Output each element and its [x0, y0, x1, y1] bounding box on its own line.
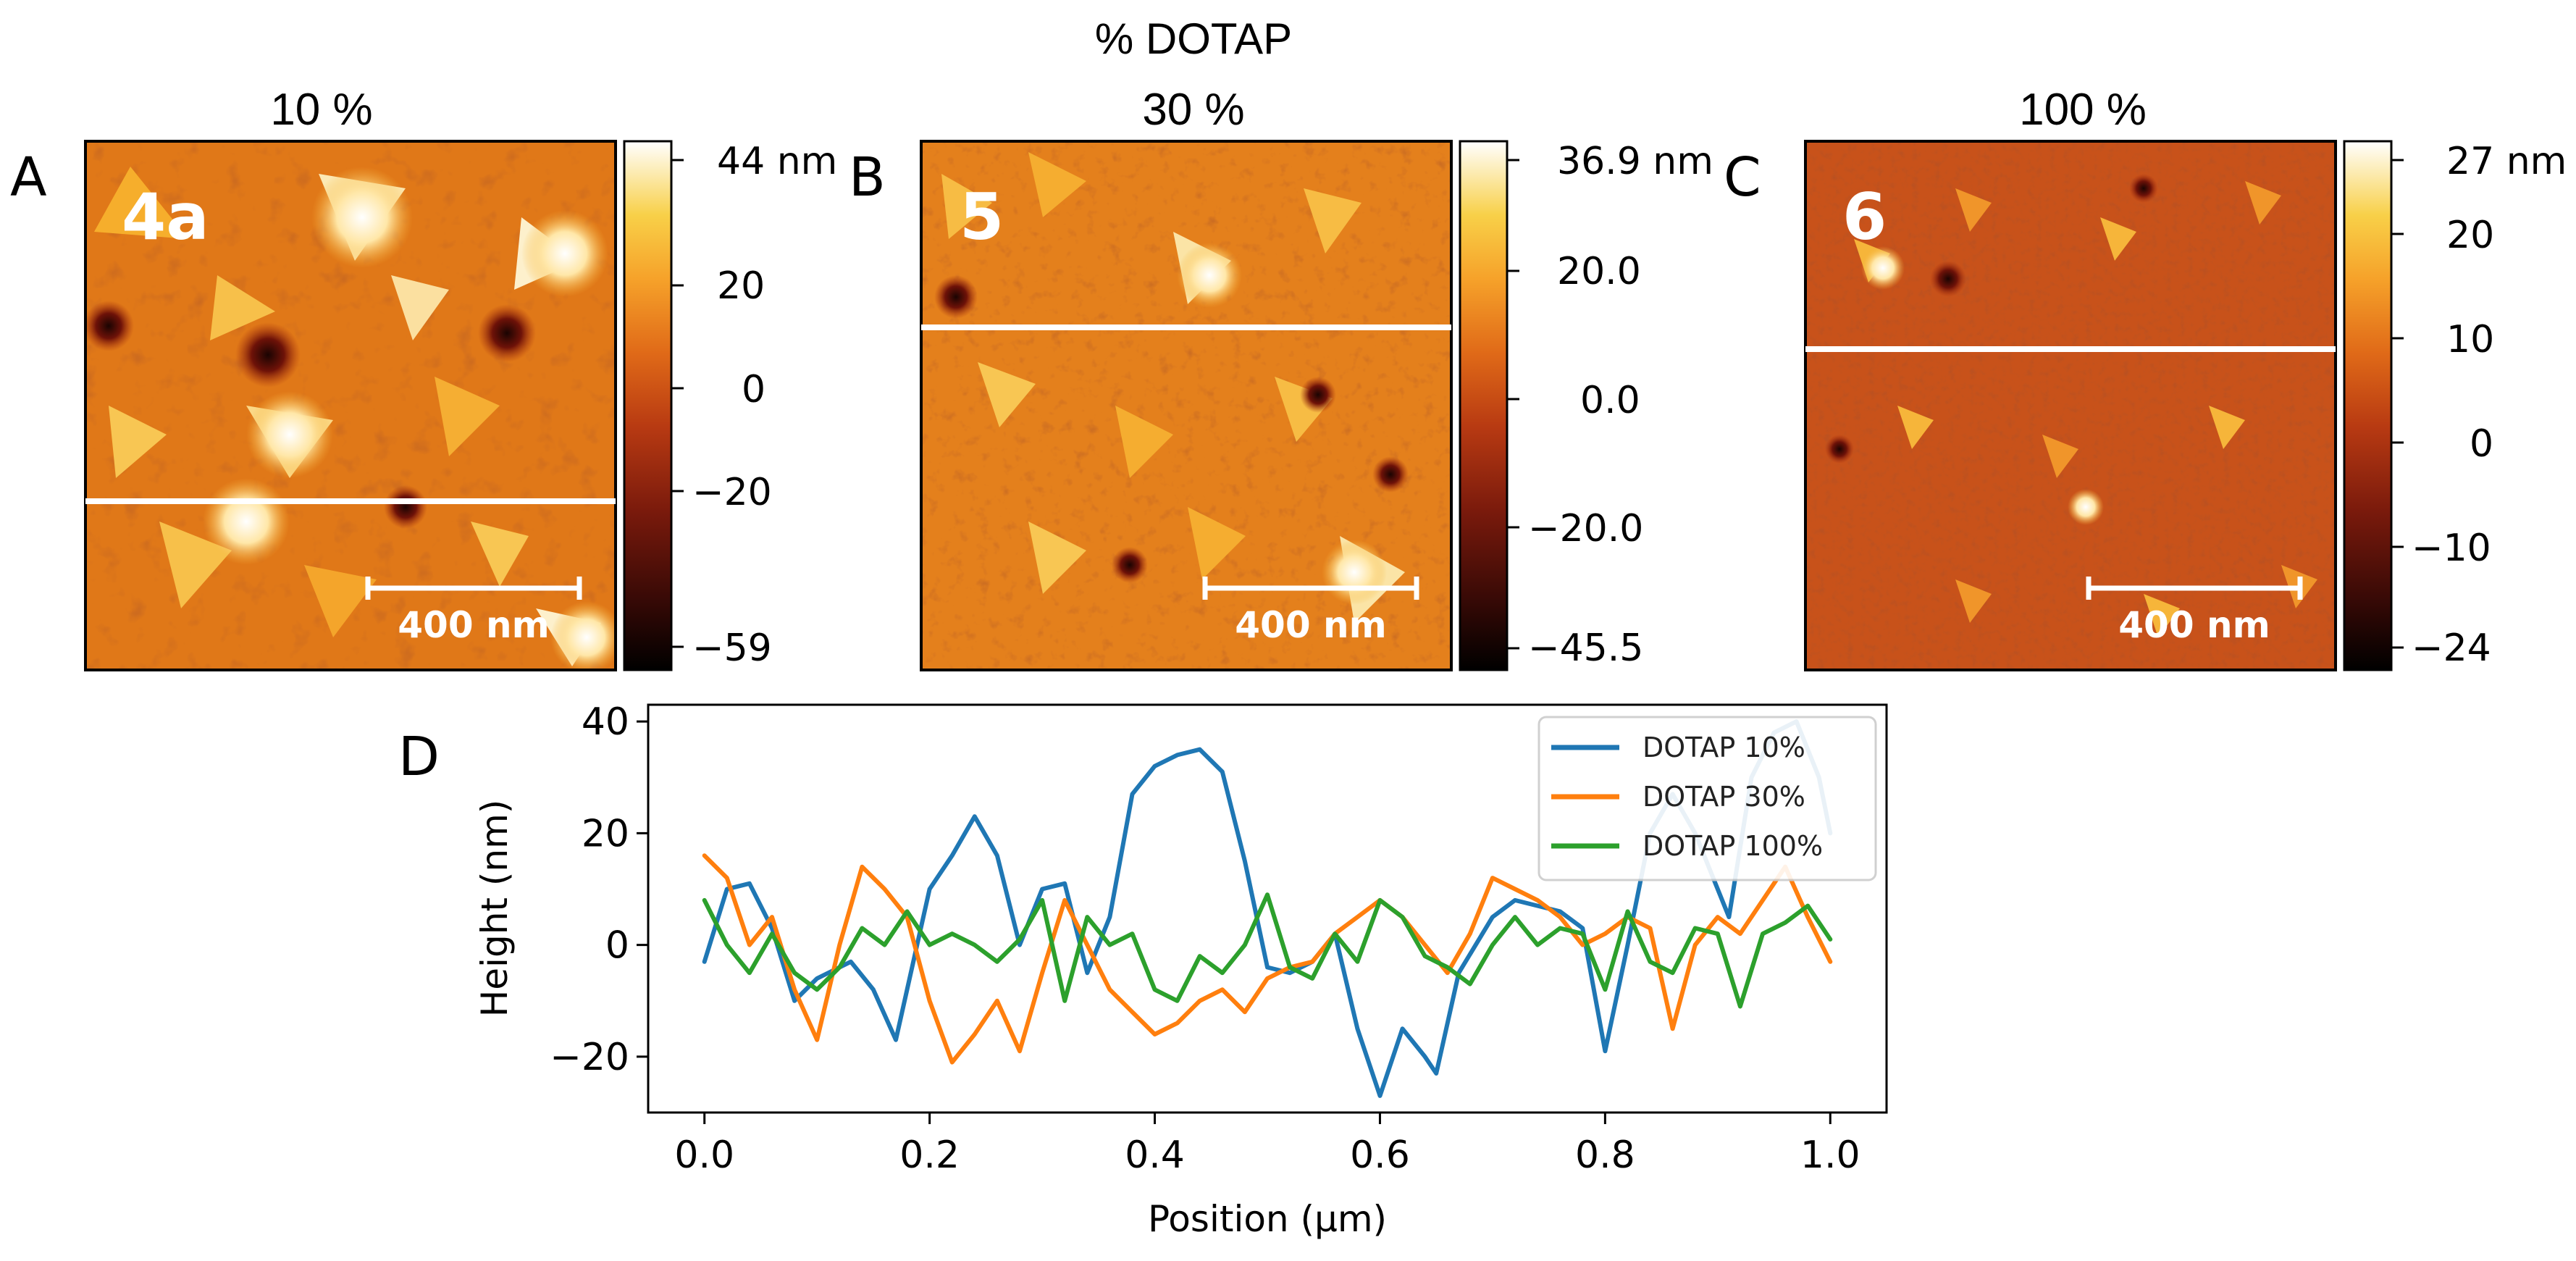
scale-bar-a: 400 nm: [365, 577, 582, 646]
afm-panel-b: B 30 % 5: [849, 85, 1713, 671]
x-tick-label: 0.0: [674, 1134, 734, 1177]
legend-label: DOTAP 30%: [1642, 781, 1805, 813]
plot-area: [647, 703, 1888, 1114]
legend-label: DOTAP 100%: [1642, 830, 1823, 862]
panel-title-b: 30 %: [1142, 85, 1244, 135]
scale-bar-b: 400 nm: [1202, 577, 1419, 646]
y-axis-label: Height (nm): [474, 800, 516, 1018]
afm-triangle-features-c: [1854, 181, 2317, 637]
y-tick-label: −20: [550, 1036, 629, 1079]
sample-label-c: 6: [1842, 180, 1887, 254]
colorbar-tick-c-5: −24: [2412, 627, 2491, 670]
scale-bar-label-b: 400 nm: [1235, 604, 1386, 646]
scale-bar-c: 400 nm: [2086, 577, 2303, 646]
colorbar-c: 27 nm 20 10 0 −10 −24: [2343, 140, 2567, 671]
afm-image-b: [921, 141, 1451, 670]
x-tick-label: 0.8: [1575, 1134, 1635, 1177]
colorbar-tick-b-3: −20.0: [1528, 507, 1643, 550]
colorbar-b: 36.9 nm 20.0 0.0 −20.0 −45.5: [1459, 140, 1713, 671]
x-tick-label: 0.4: [1125, 1134, 1185, 1177]
y-tick-label: 20: [582, 812, 629, 855]
colorbar-ticks-c: 27 nm 20 10 0 −10 −24: [2391, 140, 2567, 670]
figure-title: % DOTAP: [1095, 14, 1292, 63]
panel-letter-c: C: [1724, 146, 1761, 209]
sample-label-b: 5: [960, 180, 1004, 254]
scale-bar-label-c: 400 nm: [2118, 604, 2270, 646]
y-axis: −20 0 20 40: [550, 700, 648, 1079]
legend-items: DOTAP 10% DOTAP 30% DOTAP 100%: [1551, 732, 1823, 862]
colorbar-tick-c-2: 10: [2446, 318, 2494, 361]
legend-label: DOTAP 10%: [1642, 732, 1805, 763]
y-tick-label: 0: [605, 924, 629, 968]
x-axis: 0.0 0.2 0.4 0.6 0.8 1.0: [674, 1113, 1860, 1177]
legend: DOTAP 10% DOTAP 30% DOTAP 100%: [1537, 716, 1877, 881]
colorbar-tick-a-1: 20: [717, 264, 765, 308]
colorbar-a: 44 nm 20 0 −20 −59: [623, 140, 837, 671]
panel-letter-d: D: [398, 726, 440, 788]
series-line-2: [702, 853, 1833, 1065]
colorbar-tick-b-2: 0.0: [1580, 379, 1640, 422]
colorbar-tick-b-0: 36.9 nm: [1557, 140, 1713, 183]
colorbar-ticks-b: 36.9 nm 20.0 0.0 −20.0 −45.5: [1507, 140, 1713, 670]
colorbar-tick-c-3: 0: [2470, 422, 2493, 466]
colorbar-tick-a-2: 0: [742, 368, 765, 411]
panel-title-c: 100 %: [2019, 85, 2147, 135]
x-axis-label: Position (μm): [1148, 1198, 1387, 1240]
sample-label-a: 4a: [122, 180, 209, 254]
colorbar-tick-b-4: −45.5: [1528, 627, 1643, 670]
afm-image-a: [85, 141, 616, 670]
afm-panel-c: C 100 % 6: [1724, 85, 2567, 671]
afm-panel-a: A 10 %: [10, 85, 837, 671]
x-tick-label: 1.0: [1800, 1134, 1860, 1177]
colorbar-tick-c-0: 27 nm: [2446, 140, 2567, 183]
x-tick-label: 0.2: [899, 1134, 960, 1177]
colorbar-tick-a-0: 44 nm: [717, 140, 837, 183]
afm-image-c: [1805, 141, 2336, 670]
series-line-3: [702, 892, 1833, 1009]
panel-letter-b: B: [849, 146, 886, 209]
scale-bar-label-a: 400 nm: [398, 604, 549, 646]
y-tick-label: 40: [582, 700, 629, 744]
colorbar-tick-b-1: 20.0: [1557, 250, 1641, 293]
colorbar-tick-c-4: −10: [2412, 527, 2491, 570]
colorbar-tick-a-4: −59: [692, 627, 772, 670]
colorbar-tick-c-1: 20: [2446, 214, 2494, 257]
line-chart-panel-d: D 0.0 0.2 0.4 0.6 0.8 1.0 −20 0 20 40 Position (…: [398, 700, 1888, 1240]
panel-letter-a: A: [10, 146, 47, 209]
panel-title-a: 10 %: [270, 85, 372, 135]
colorbar-tick-a-3: −20: [692, 471, 772, 514]
colorbar-ticks-a: 44 nm 20 0 −20 −59: [671, 140, 837, 670]
x-tick-label: 0.6: [1350, 1134, 1410, 1177]
